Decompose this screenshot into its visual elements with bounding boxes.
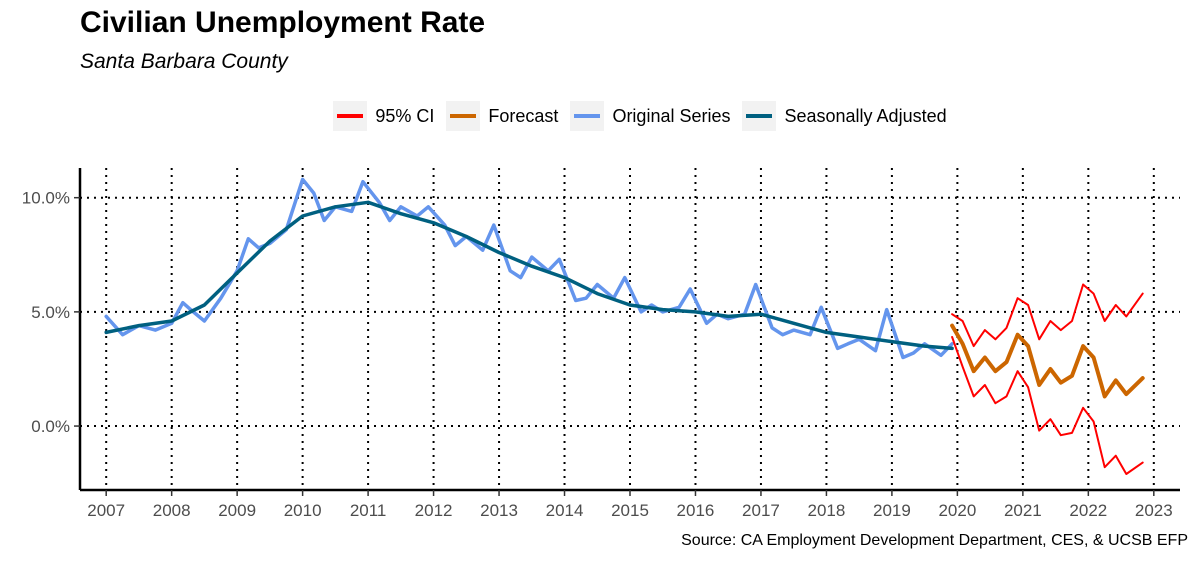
y-tick-label-5: 5.0% xyxy=(31,303,70,322)
x-tick-label-2020: 2020 xyxy=(938,501,976,520)
x-tick-label-2011: 2011 xyxy=(350,501,387,520)
chart-source: Source: CA Employment Development Depart… xyxy=(681,532,1188,549)
legend-swatch-seasonal xyxy=(746,114,773,118)
legend-item-ci: 95% CI xyxy=(333,101,434,131)
x-tick-label-2010: 2010 xyxy=(284,501,322,520)
legend-key-seasonal xyxy=(742,101,777,131)
legend-swatch-original xyxy=(574,114,601,118)
legend-key-ci xyxy=(333,101,368,131)
chart-legend: 95% CI Forecast Original Series Seasonal… xyxy=(0,101,1200,131)
series-line-95-ci-upper xyxy=(951,283,1144,348)
legend-item-forecast: Forecast xyxy=(446,101,558,131)
legend-label-seasonal: Seasonally Adjusted xyxy=(784,105,947,126)
legend-swatch-forecast xyxy=(450,114,477,118)
series-line-seasonally-adjusted xyxy=(104,200,954,351)
chart-title: Civilian Unemployment Rate xyxy=(80,6,486,39)
x-tick-label-2012: 2012 xyxy=(415,501,453,520)
x-tick-label-2007: 2007 xyxy=(87,501,125,520)
y-tick-label-0: 0.0% xyxy=(31,417,70,436)
x-tick-label-2009: 2009 xyxy=(218,501,256,520)
legend-item-original: Original Series xyxy=(570,101,730,131)
series-line-original-series xyxy=(104,177,954,360)
x-tick-label-2008: 2008 xyxy=(153,501,191,520)
x-tick-label-2022: 2022 xyxy=(1069,501,1107,520)
x-tick-label-2013: 2013 xyxy=(480,501,518,520)
x-tick-label-2023: 2023 xyxy=(1135,501,1173,520)
legend-label-original: Original Series xyxy=(612,105,731,126)
series-line-95-ci-lower xyxy=(951,336,1144,475)
x-tick-label-2017: 2017 xyxy=(742,501,780,520)
legend-label-forecast: Forecast xyxy=(488,105,559,126)
x-tick-label-2015: 2015 xyxy=(611,501,649,520)
legend-swatch-ci xyxy=(337,114,364,118)
x-tick-label-2016: 2016 xyxy=(677,501,715,520)
legend-key-original xyxy=(570,101,605,131)
chart-subtitle: Santa Barbara County xyxy=(80,50,288,73)
x-tick-label-2014: 2014 xyxy=(546,501,584,520)
x-tick-label-2019: 2019 xyxy=(873,501,911,520)
x-tick-label-2021: 2021 xyxy=(1004,501,1042,520)
legend-item-seasonal: Seasonally Adjusted xyxy=(742,101,947,131)
series-line-forecast xyxy=(950,323,1145,399)
x-tick-label-2018: 2018 xyxy=(808,501,846,520)
legend-label-ci: 95% CI xyxy=(375,105,435,126)
y-tick-label-10: 10.0% xyxy=(22,189,70,208)
legend-key-forecast xyxy=(446,101,481,131)
